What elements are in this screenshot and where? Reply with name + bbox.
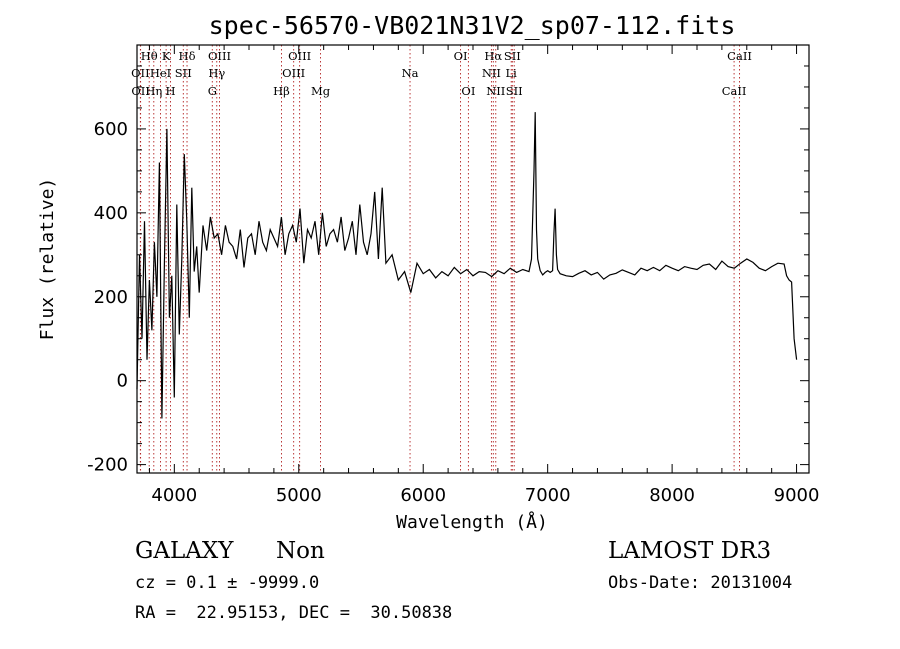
- spectral-line-label: OI: [454, 49, 468, 63]
- spectral-line-label: Na: [402, 66, 419, 80]
- spectral-line-label: Hγ: [208, 66, 225, 80]
- spectral-line-label: CaII: [727, 49, 752, 63]
- chart-title: spec-56570-VB021N31V2_sp07-112.fits: [209, 11, 736, 40]
- x-tick-label: 8000: [649, 485, 695, 506]
- x-tick-label: 5000: [276, 485, 322, 506]
- spectral-line-label: SII: [506, 84, 523, 98]
- plot-frame: [136, 44, 810, 474]
- spectral-line-label: OII: [131, 84, 150, 98]
- spectral-line-label: NII: [486, 84, 505, 98]
- x-tick-label: 4000: [151, 485, 197, 506]
- spectral-line-markers: [139, 45, 741, 473]
- spectral-line-label: Hβ: [273, 84, 290, 98]
- object-subclass: Non: [276, 538, 325, 564]
- spectral-line-label: OIII: [288, 49, 311, 63]
- spectral-line-label: K: [162, 49, 171, 63]
- spectral-line-label: SII: [504, 49, 521, 63]
- redshift-line: cz = 0.1 ± -9999.0: [135, 573, 320, 593]
- survey-name: LAMOST DR3: [608, 538, 772, 564]
- x-tick-label: 6000: [400, 485, 446, 506]
- spectral-line-label: G: [208, 84, 217, 98]
- spectral-line-label: Li: [506, 66, 518, 80]
- flux-series-line: [136, 112, 798, 419]
- spectral-line-label: NII: [482, 66, 501, 80]
- y-tick-label: 600: [94, 119, 128, 140]
- y-axis-label: Flux (relative): [37, 178, 58, 341]
- spectral-line-label: OIII: [282, 66, 305, 80]
- y-tick-label: 200: [94, 287, 128, 308]
- spectral-line-label: SII: [175, 66, 192, 80]
- y-tick-label: 0: [117, 371, 128, 392]
- x-tick-label: 7000: [525, 485, 571, 506]
- spectral-line-label: OIII: [208, 49, 231, 63]
- spectral-line-labels: OIIOIIHθHηHeIKHSIIHδGHγOIIIHβOIIIOIIIMgN…: [131, 49, 752, 98]
- coordinates-line: RA = 22.95153, DEC = 30.50838: [135, 603, 453, 623]
- spectral-line-label: H: [165, 84, 175, 98]
- y-tick-label: 400: [94, 203, 128, 224]
- x-axis-ticks: 4000 5000 6000 7000 8000 9000: [148, 45, 820, 506]
- x-axis-label: Wavelength (Å): [396, 511, 548, 533]
- y-tick-label: -200: [87, 455, 128, 476]
- spectral-line-label: HeI: [150, 66, 171, 80]
- observation-date: Obs-Date: 20131004: [608, 573, 793, 593]
- spectral-line-label: Hδ: [179, 49, 196, 63]
- spectral-line-label: OII: [131, 66, 150, 80]
- x-tick-label: 9000: [774, 485, 820, 506]
- spectral-line-label: OI: [461, 84, 475, 98]
- spectral-line-label: Hη: [145, 84, 162, 98]
- spectral-line-label: Mg: [311, 84, 331, 98]
- y-axis-ticks: -200 0 200 400 600: [87, 65, 809, 476]
- spectral-line-label: Hθ: [141, 49, 158, 63]
- spectral-line-label: Hα: [484, 49, 502, 63]
- object-class: GALAXY: [135, 538, 234, 564]
- spectral-line-label: CaII: [722, 84, 747, 98]
